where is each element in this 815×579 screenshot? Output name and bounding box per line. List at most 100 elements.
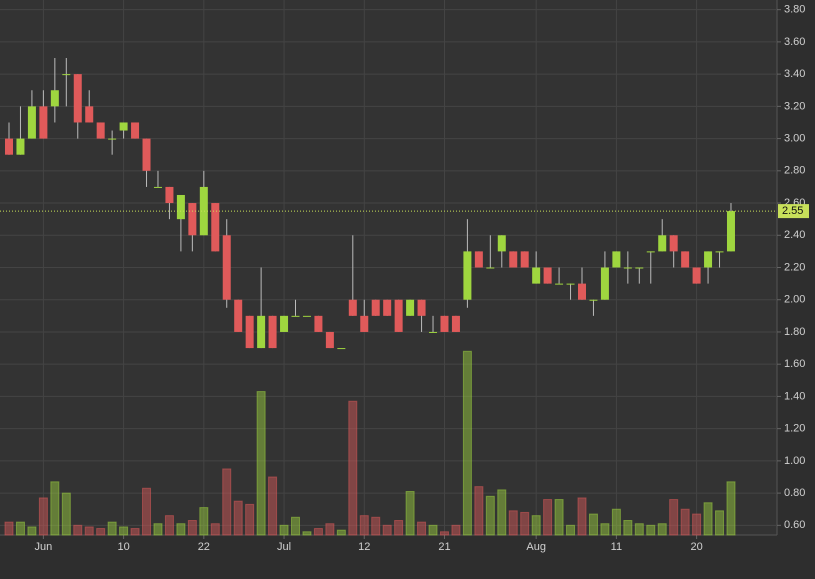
volume-bar bbox=[210, 523, 220, 536]
volume-bar bbox=[38, 497, 48, 536]
volume-bar bbox=[508, 510, 518, 536]
candle-body bbox=[222, 235, 231, 300]
volume-bar bbox=[382, 524, 392, 536]
y-tick-label: 3.80 bbox=[784, 4, 805, 16]
y-tick-label: 1.80 bbox=[784, 326, 805, 338]
candle-body bbox=[555, 283, 564, 285]
volume-bar bbox=[692, 513, 702, 536]
volume-bar bbox=[348, 400, 358, 536]
volume-bar bbox=[153, 523, 163, 536]
candle-body bbox=[50, 90, 59, 107]
volume-bar bbox=[577, 497, 587, 536]
candle-body bbox=[623, 267, 632, 269]
y-tick-label: 1.20 bbox=[784, 423, 805, 435]
candle-body bbox=[153, 186, 162, 188]
volume-bar bbox=[554, 499, 564, 536]
volume-bar bbox=[73, 524, 83, 536]
candle-body bbox=[543, 267, 552, 284]
volume-bar bbox=[291, 516, 300, 536]
volume-bar bbox=[119, 526, 129, 536]
candle-body bbox=[704, 251, 713, 268]
volume-bar bbox=[428, 524, 438, 536]
volume-bar bbox=[142, 487, 152, 536]
volume-bar bbox=[474, 486, 484, 536]
candle-body bbox=[440, 315, 449, 332]
candle-body bbox=[165, 186, 174, 204]
y-tick-label: 0.60 bbox=[784, 519, 805, 531]
volume-bar bbox=[634, 523, 644, 536]
volume-bar bbox=[680, 508, 690, 536]
x-tick-label: 11 bbox=[611, 541, 622, 553]
candle-body bbox=[589, 299, 598, 301]
candle-body bbox=[658, 235, 667, 252]
volume-bar bbox=[497, 489, 507, 536]
candle-body bbox=[463, 251, 472, 300]
volume-bar bbox=[417, 521, 427, 536]
volume-bar bbox=[657, 523, 667, 536]
volume-bar bbox=[531, 515, 541, 536]
candle-body bbox=[176, 194, 185, 220]
candle-body bbox=[302, 315, 311, 317]
candle-body bbox=[692, 267, 701, 284]
candle-body bbox=[211, 203, 220, 252]
candle-body bbox=[348, 299, 357, 316]
x-tick-label: Aug bbox=[526, 541, 546, 553]
volume-bar bbox=[233, 500, 243, 536]
y-tick-label: 0.80 bbox=[784, 487, 805, 499]
candle-body bbox=[16, 138, 25, 155]
candle-body bbox=[108, 138, 117, 140]
y-tick-label: 2.80 bbox=[784, 165, 805, 177]
volume-bar bbox=[313, 528, 323, 536]
volume-bar bbox=[15, 521, 25, 536]
volume-bar bbox=[176, 523, 186, 536]
candle-body bbox=[566, 283, 575, 285]
volume-bar bbox=[669, 499, 679, 536]
candle-body bbox=[257, 315, 266, 349]
volume-bar bbox=[130, 528, 140, 536]
candle-body bbox=[451, 315, 460, 332]
volume-bar bbox=[394, 519, 404, 536]
volume-bar bbox=[451, 524, 461, 536]
volume-bar bbox=[199, 507, 209, 536]
candle-body bbox=[337, 348, 346, 350]
candle-body bbox=[669, 235, 678, 252]
volume-bar bbox=[703, 502, 713, 536]
candle-body bbox=[371, 299, 380, 316]
volume-bar bbox=[371, 516, 381, 536]
last-price-box bbox=[778, 204, 809, 219]
candle-body bbox=[646, 251, 655, 253]
volume-bar bbox=[61, 492, 71, 536]
volume-bar bbox=[462, 350, 472, 536]
volume-bar bbox=[84, 526, 94, 536]
candle-body bbox=[520, 251, 529, 268]
y-tick-label: 1.40 bbox=[784, 390, 805, 402]
candle-body bbox=[119, 122, 128, 131]
y-tick-label: 3.20 bbox=[784, 100, 805, 112]
candle-body bbox=[486, 267, 495, 269]
volume-bar bbox=[302, 531, 312, 536]
candle-body bbox=[532, 267, 541, 284]
volume-bar bbox=[164, 515, 174, 536]
volume-bar bbox=[588, 513, 598, 536]
volume-bar bbox=[566, 524, 576, 536]
candle-body bbox=[417, 299, 426, 316]
candle-body bbox=[497, 235, 506, 252]
candle-body bbox=[85, 106, 94, 123]
candle-body bbox=[234, 299, 243, 332]
candle-body bbox=[681, 251, 690, 268]
candle-body bbox=[188, 203, 197, 236]
volume-bar bbox=[279, 524, 289, 536]
y-tick-label: 2.00 bbox=[784, 294, 805, 306]
y-tick-label: 3.00 bbox=[784, 132, 805, 144]
volume-bar bbox=[256, 391, 266, 536]
x-tick-label: 20 bbox=[690, 541, 702, 553]
volume-bar bbox=[405, 490, 415, 536]
candle-body bbox=[406, 299, 415, 316]
candle-body bbox=[280, 315, 289, 332]
y-tick-label: 3.60 bbox=[784, 36, 805, 48]
candle-body bbox=[325, 331, 334, 349]
volume-bar bbox=[359, 515, 369, 536]
candle-body bbox=[96, 122, 105, 139]
candle-body bbox=[131, 122, 140, 139]
